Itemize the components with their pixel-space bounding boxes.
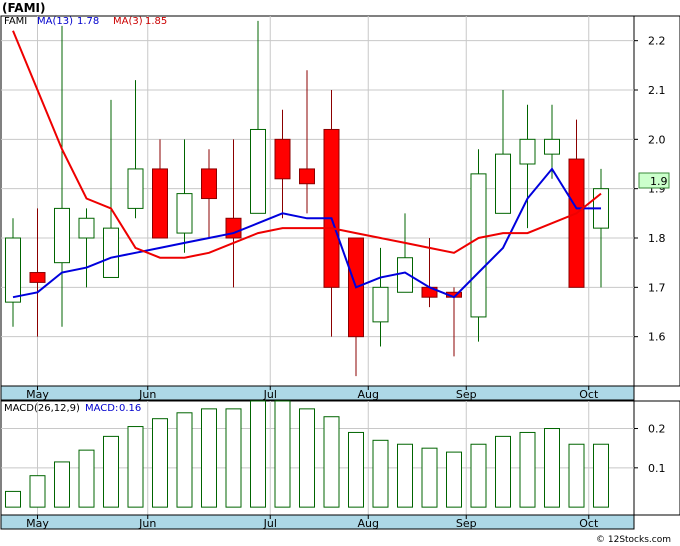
candle-down [29,272,46,283]
candle-up [250,128,266,214]
macd-bar [568,443,585,508]
candle-up [103,227,119,278]
price-x-tick-label: Oct [579,388,599,401]
macd-bar [29,475,46,508]
candle-up [5,237,21,303]
candle-up [127,168,144,209]
footer-credit: © 12Stocks.com [596,535,671,545]
macd-bar [372,439,389,508]
price-x-axis [0,385,635,401]
price-y-tick-label: 1.7 [648,281,666,294]
macd-bar [152,418,168,508]
price-y-axis [633,15,680,387]
macd-y-axis [633,400,680,516]
macd-bar [274,400,291,508]
macd-bar [593,443,609,508]
macd-x-tick-label: Jun [138,517,156,530]
price-x-tick-label: Jul [263,388,277,401]
macd-bar [519,431,536,508]
price-x-tick-label: May [26,388,49,401]
candle-up [544,138,560,155]
legend-ma13-label: MA(13) [37,16,73,27]
macd-x-tick-label: Oct [579,517,599,530]
candle-up [495,153,511,214]
macd-bar [103,435,119,508]
macd-bar [544,428,560,508]
macd-bar [250,400,266,508]
macd-y-tick-label: 0.2 [648,423,666,436]
macd-bar [225,408,242,508]
price-y-tick-label: 2.1 [648,84,666,97]
macd-bar [421,447,438,508]
candle-up [372,286,389,323]
price-x-tick-label: Sep [456,388,477,401]
price-y-tick-label: 1.8 [648,232,666,245]
macd-bar [78,449,95,508]
candle-up [78,217,95,239]
candle-down [201,168,217,200]
candle-down [568,158,585,288]
price-y-tick-label: 1.6 [648,331,666,344]
candle-up [470,173,487,318]
macd-bar [299,408,315,508]
macd-bar [470,443,487,508]
candle-down [323,128,340,288]
macd-plot-area [0,400,635,516]
macd-bar [201,408,217,508]
macd-bar [348,431,364,508]
last-price-tag: 1.9 [650,175,668,188]
macd-y-tick-label: 0.1 [648,462,666,475]
price-plot-area [0,15,635,387]
ma13-line [12,167,601,299]
macd-legend-macd-value: 0.16 [119,403,141,414]
price-y-tick-label: 2.0 [648,133,666,146]
price-x-tick-label: Aug [358,388,379,401]
candle-down [152,168,168,239]
ma3-line [12,30,602,259]
macd-bar [495,435,511,508]
macd-bar [54,461,70,508]
last-price-tag-bg [638,172,670,189]
macd-bar [127,426,144,508]
candle-down [274,138,291,180]
candle-up [54,207,70,264]
macd-x-tick-label: Aug [358,517,379,530]
macd-legend-label: MACD(26,12,9) [4,403,80,414]
price-x-tick-label: Jun [138,388,156,401]
legend-ma3-label: MA(3) [113,16,143,27]
macd-panel: 0.1 0.2 May Jun Jul Aug Sep Oct [0,400,680,530]
chart-title: (FAMI) [2,1,45,15]
price-panel: 1.6 1.7 1.8 1.9 2.0 2.1 2.2 May Jun Jul Aug Sep Oct [0,15,680,401]
candle-up [519,138,536,165]
macd-bar [323,416,340,508]
candle-up [176,193,193,234]
legend-ma13-value: 1.78 [77,16,99,27]
macd-bar [176,412,193,508]
legend-symbol: FAMI [4,16,27,27]
macd-bar [446,451,462,508]
legend-ma3-value: 1.85 [145,16,167,27]
macd-x-tick-label: Jul [263,517,277,530]
macd-bar [5,490,21,508]
macd-bar [397,443,413,508]
macd-legend-macd-label: MACD: [85,403,118,414]
macd-x-axis [0,514,635,530]
candle-down [299,168,315,185]
macd-x-tick-label: May [26,517,49,530]
macd-x-tick-label: Sep [456,517,477,530]
price-y-tick-label: 2.2 [648,35,666,48]
